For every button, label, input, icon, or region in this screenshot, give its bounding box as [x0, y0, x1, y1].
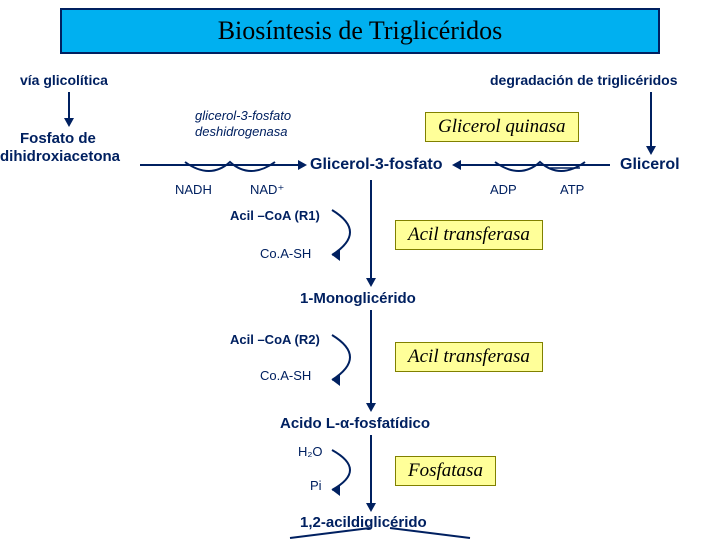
arrow-mono-to-phos-head: [366, 403, 376, 412]
arrow-dha-to-g3p-head: [298, 160, 307, 170]
arrow-right-down-head: [646, 146, 656, 155]
arrow-g3p-to-mono-head: [366, 278, 376, 287]
phosphatase-box: Fosfatasa: [395, 456, 496, 486]
acyl-coa-r1: Acil –CoA (R1): [230, 208, 320, 223]
arrow-glycerol-to-g3p-head: [452, 160, 461, 170]
branch-arrows: [280, 526, 480, 540]
g3p: Glicerol-3-fosfato: [310, 156, 442, 174]
acyl-r1-curve: [330, 205, 374, 260]
h2o-pi-curve: [330, 445, 374, 495]
adp-atp-curve: [490, 160, 590, 180]
right-source: degradación de triglicéridos: [490, 72, 678, 88]
acyl-transferase-2: Acil transferasa: [395, 342, 543, 372]
phosphatidic: Acido L-α-fosfatídico: [280, 415, 430, 432]
g3p-dh-l2: deshidrogenasa: [195, 124, 288, 139]
nadh-nad-curve: [180, 160, 280, 180]
acyl-r2-curve: [330, 330, 374, 385]
title-text: Biosíntesis de Triglicéridos: [218, 16, 503, 46]
title-box: Biosíntesis de Triglicéridos: [60, 8, 660, 54]
pi-label: Pi: [310, 478, 322, 493]
arrow-left-down: [68, 92, 70, 120]
glycerol: Glicerol: [620, 156, 680, 174]
atp-label: ATP: [560, 182, 584, 197]
monoglyceride: 1-Monoglicérido: [300, 290, 416, 307]
acyl-transferase-1: Acil transferasa: [395, 220, 543, 250]
dha-phosphate-l1: Fosfato de: [20, 130, 96, 147]
left-source: vía glicolítica: [20, 72, 108, 88]
g3p-dh-l1: glicerol-3-fosfato: [195, 108, 291, 123]
nad-label: NAD⁺: [250, 182, 284, 198]
coash-1: Co.A-SH: [260, 246, 311, 261]
coash-2: Co.A-SH: [260, 368, 311, 383]
arrow-right-down: [650, 92, 652, 148]
dha-phosphate-l2: dihidroxiacetona: [0, 148, 120, 165]
h2o-label: H₂O: [298, 444, 323, 459]
adp-label: ADP: [490, 182, 517, 197]
glycerol-kinase-box: Glicerol quinasa: [425, 112, 579, 142]
arrow-left-down-head: [64, 118, 74, 127]
nadh-label: NADH: [175, 182, 212, 197]
arrow-phos-to-dag-head: [366, 503, 376, 512]
acyl-coa-r2: Acil –CoA (R2): [230, 332, 320, 347]
